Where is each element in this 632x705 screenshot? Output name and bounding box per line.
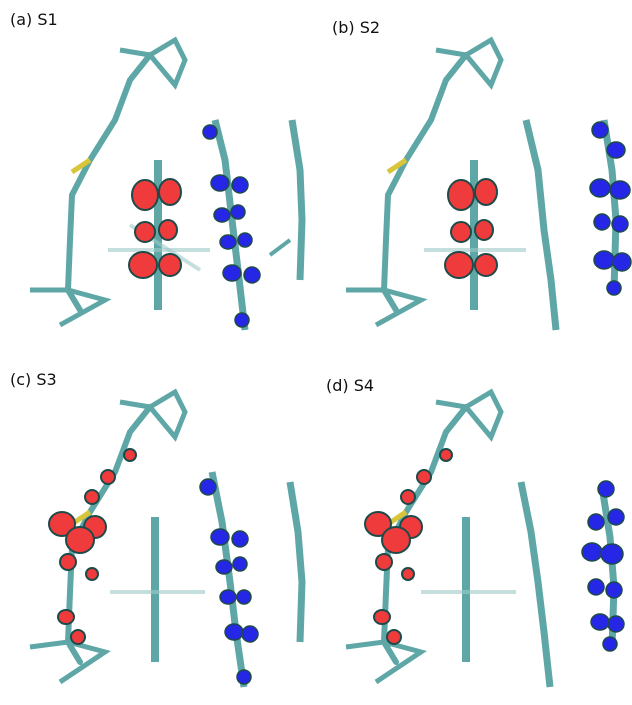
red-orbital-lobes bbox=[364, 448, 453, 645]
panel-label-s2: (b) S2 bbox=[332, 18, 381, 37]
right-molecule-1 bbox=[208, 471, 248, 688]
right-molecule-1 bbox=[211, 119, 249, 331]
blue-orbital-lobes bbox=[199, 478, 259, 685]
left-molecule bbox=[345, 388, 504, 685]
center-molecule bbox=[424, 160, 526, 310]
blue-orbital-lobes bbox=[202, 124, 261, 328]
blue-orbital-lobes bbox=[589, 121, 632, 296]
molecule-scene-s4 bbox=[345, 388, 625, 688]
panel-s2: (b) S2 bbox=[316, 0, 632, 352]
center-molecule bbox=[108, 160, 210, 310]
molecule-scene-s1 bbox=[30, 36, 306, 331]
panel-s3: (c) S3 bbox=[0, 352, 316, 705]
panel-label-s4: (d) S4 bbox=[326, 376, 375, 395]
right-molecule-1 bbox=[522, 119, 560, 331]
panel-label-s1: (a) S1 bbox=[10, 10, 58, 29]
left-molecule bbox=[30, 36, 188, 328]
molecule-scene-s3 bbox=[29, 388, 306, 688]
red-orbital-lobes bbox=[128, 178, 182, 279]
blue-orbital-lobes bbox=[581, 480, 625, 652]
panel-label-s3: (c) S3 bbox=[10, 370, 57, 389]
left-molecule bbox=[346, 36, 504, 328]
right-molecule-2 bbox=[268, 119, 306, 281]
center-molecule bbox=[421, 517, 516, 662]
panel-s1: (a) S1 bbox=[0, 0, 316, 352]
right-molecule-1 bbox=[517, 481, 554, 688]
left-molecule bbox=[29, 388, 188, 685]
molecule-scene-s2 bbox=[346, 36, 632, 331]
center-molecule bbox=[110, 517, 205, 662]
panel-s4: (d) S4 bbox=[316, 352, 632, 705]
red-orbital-lobes bbox=[48, 448, 137, 645]
red-orbital-lobes bbox=[444, 178, 498, 279]
right-molecule-2 bbox=[286, 481, 306, 643]
